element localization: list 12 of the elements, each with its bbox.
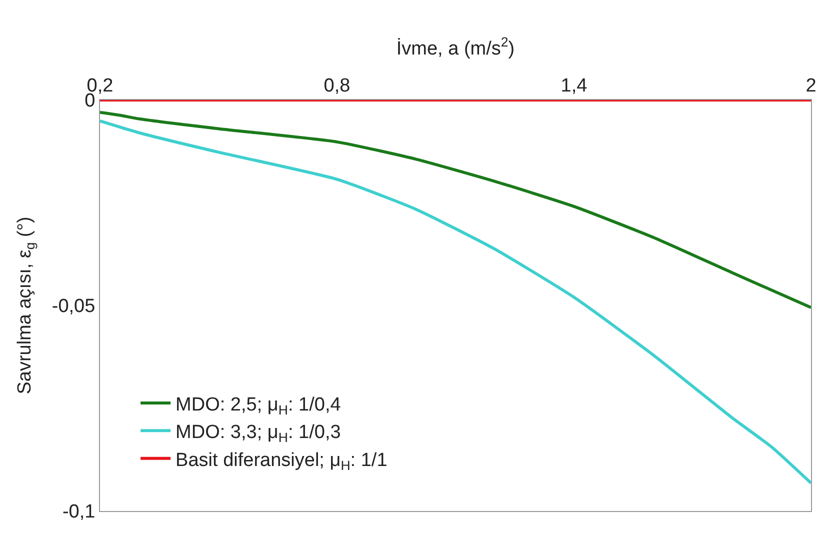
legend-label: MDO: 3,3; μ$_{H}$: 1/0,3 — [176, 422, 341, 446]
legend-label: MDO: 2,5; μ$_{H}$: 1/0,4 — [176, 394, 342, 418]
legend-label: Basit diferansiyel; μ$_{H}$: 1/1 — [176, 450, 388, 473]
line-series — [100, 119, 811, 485]
x-tick-label: 2 — [806, 75, 816, 96]
y-tick-label: 0 — [84, 90, 96, 112]
line-series — [100, 110, 811, 310]
x-axis-title: İvme, a (m/s$^{2}$) — [396, 34, 515, 60]
x-tick-label: 0,8 — [324, 75, 350, 96]
x-tick-label: 1,4 — [560, 75, 588, 96]
y-tick-label: -0,05 — [52, 296, 96, 318]
y-tick-label: -0,1 — [62, 502, 96, 523]
